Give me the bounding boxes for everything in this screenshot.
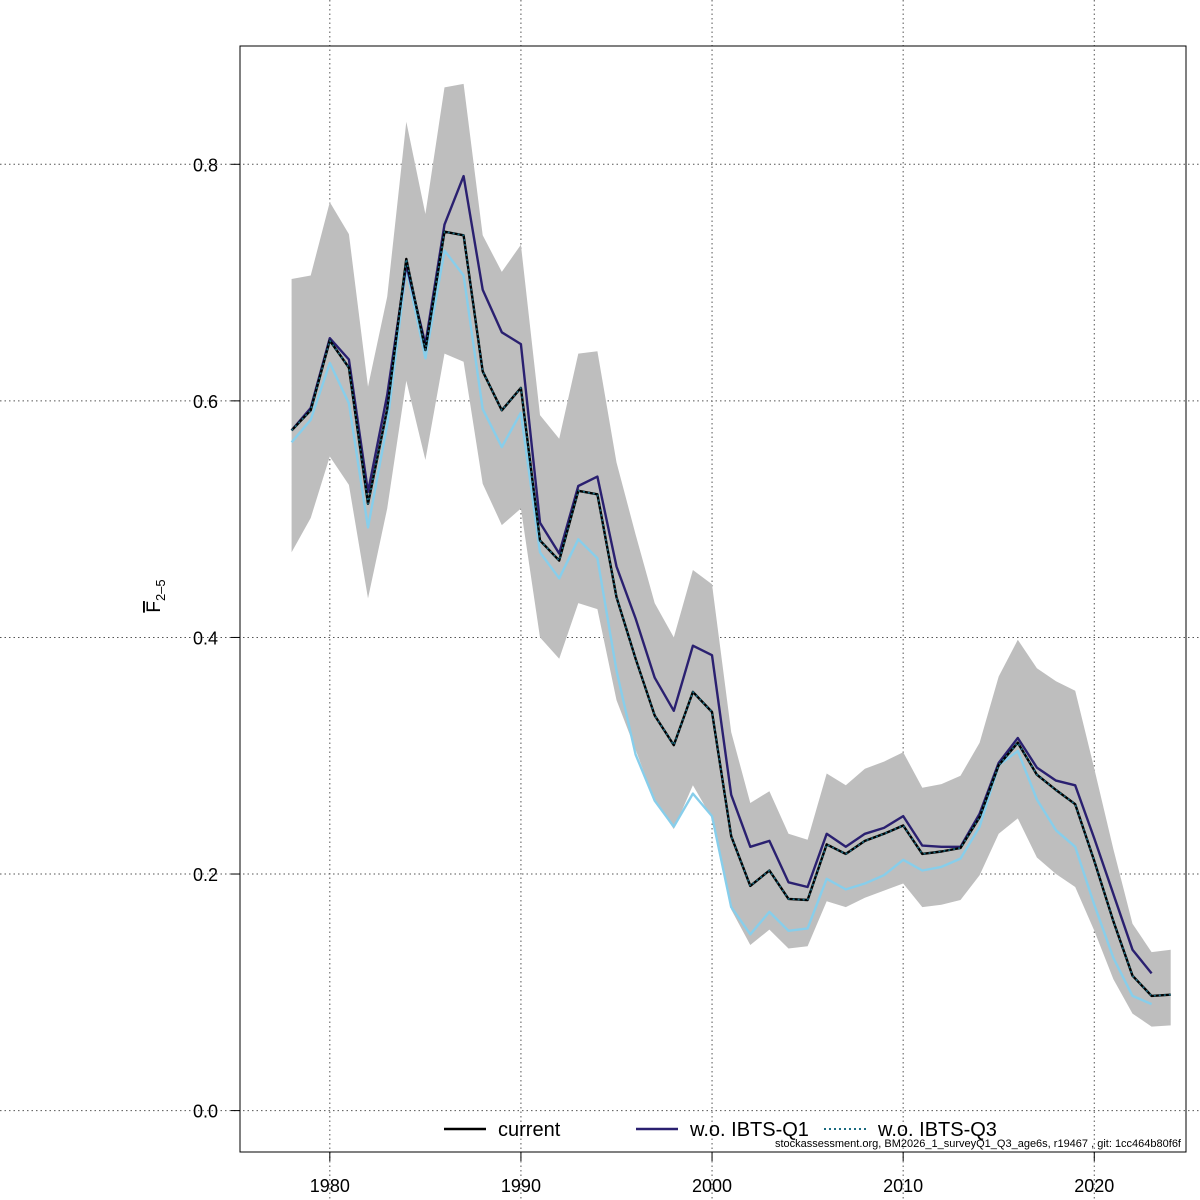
- confidence-band: [291, 83, 1171, 1027]
- footer-text: stockassessment.org, BM2026_1_surveyQ1_Q…: [775, 1138, 1182, 1150]
- plot-frame: [239, 45, 1187, 1153]
- y-axis-label-main: F: [144, 601, 165, 613]
- x-tick-label-0: 1980: [310, 1176, 350, 1196]
- legend-label-2: w.o. IBTS-Q3: [877, 1119, 997, 1141]
- y-tick-label-2: 0.4: [193, 628, 218, 648]
- x-tick-label-1: 1990: [501, 1176, 541, 1196]
- y-tick-label-4: 0.8: [193, 155, 218, 175]
- y-tick-label-3: 0.6: [193, 392, 218, 412]
- y-axis-label-sub: 2–5: [153, 579, 168, 601]
- axes: 1980 1990 2000 2010 2020 0.0 0.2 0.4 0.6 0.8: [193, 155, 1114, 1196]
- x-tick-label-3: 2010: [883, 1176, 923, 1196]
- legend-label-0: current: [498, 1119, 561, 1141]
- x-tick-label-2: 2000: [692, 1176, 732, 1196]
- series-lines: [290, 174, 1171, 1006]
- series-line-2: [291, 230, 1171, 997]
- legend-label-1: w.o. IBTS-Q1: [689, 1119, 809, 1141]
- series-line-3: [290, 249, 1153, 1006]
- x-tick-label-4: 2020: [1074, 1176, 1114, 1196]
- legend: current w.o. IBTS-Q1 w.o. IBTS-Q3: [444, 1119, 997, 1141]
- y-tick-label-0: 0.0: [193, 1102, 218, 1122]
- y-tick-label-1: 0.2: [193, 865, 218, 885]
- confidence-band-area: [291, 83, 1171, 1027]
- y-axis-label: F2–5: [144, 579, 168, 612]
